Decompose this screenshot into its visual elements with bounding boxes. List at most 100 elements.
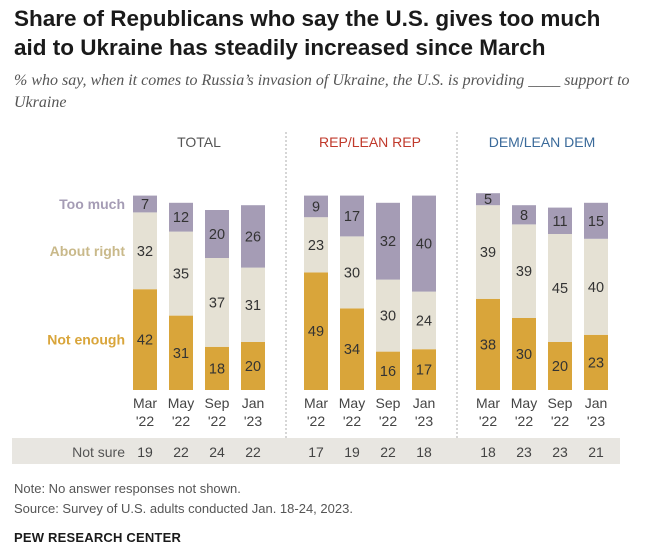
not-sure-band [12, 438, 620, 464]
data-label-dem-3-about-right: 40 [588, 280, 604, 296]
bar-total-3-about-right [241, 267, 265, 342]
data-label-total-2-too-much: 20 [209, 227, 225, 243]
not-sure-value-rep-0: 17 [308, 444, 324, 460]
tick-label-total-3-year: '23 [244, 413, 262, 429]
data-label-total-1-not-enough: 31 [173, 346, 189, 362]
data-label-rep-3-about-right: 24 [416, 313, 432, 329]
tick-label-total-2-month: Sep [205, 395, 230, 411]
bar-dem-0-too-much [476, 193, 500, 206]
tick-label-dem-1-year: '22 [515, 413, 533, 429]
data-label-rep-2-too-much: 32 [380, 234, 396, 250]
bar-rep-3-too-much [412, 195, 436, 292]
data-label-dem-1-too-much: 8 [520, 208, 528, 224]
series-label-about-right: About right [50, 243, 126, 259]
data-label-rep-1-about-right: 30 [344, 265, 360, 281]
data-label-dem-3-too-much: 15 [588, 214, 604, 230]
group-header-total: TOTAL [177, 134, 221, 150]
bar-total-1-not-enough [169, 315, 193, 390]
chart-subtitle: % who say, when it comes to Russia’s inv… [14, 72, 630, 111]
bar-rep-1-too-much [340, 195, 364, 237]
not-sure-value-rep-3: 18 [416, 444, 432, 460]
tick-label-rep-0-year: '22 [307, 413, 325, 429]
bar-total-0-not-enough [133, 289, 157, 390]
not-sure-value-rep-2: 22 [380, 444, 396, 460]
tick-label-dem-0-month: Mar [476, 395, 500, 411]
data-label-total-0-about-right: 32 [137, 244, 153, 260]
bar-rep-1-not-enough [340, 308, 364, 390]
bar-total-0-about-right [133, 212, 157, 290]
tick-label-rep-2-year: '22 [379, 413, 397, 429]
bar-rep-0-about-right [304, 217, 328, 273]
chart-source: Source: Survey of U.S. adults conducted … [14, 501, 353, 516]
bar-rep-0-not-enough [304, 272, 328, 390]
bar-rep-2-not-enough [376, 351, 400, 390]
not-sure-value-dem-1: 23 [516, 444, 532, 460]
tick-label-total-1-year: '22 [172, 413, 190, 429]
not-sure-value-total-0: 19 [137, 444, 153, 460]
data-label-total-2-not-enough: 18 [209, 361, 225, 377]
bar-total-2-not-enough [205, 346, 229, 390]
tick-label-total-2-year: '22 [208, 413, 226, 429]
group-header-rep: REP/LEAN REP [319, 134, 421, 150]
data-label-rep-0-about-right: 23 [308, 238, 324, 254]
data-label-dem-0-too-much: 5 [484, 192, 492, 208]
bar-rep-2-too-much [376, 202, 400, 280]
group-header-dem: DEM/LEAN DEM [489, 134, 596, 150]
data-label-total-3-not-enough: 20 [245, 359, 261, 375]
tick-label-dem-1-month: May [511, 395, 537, 411]
data-label-total-0-not-enough: 42 [137, 333, 153, 349]
data-label-rep-2-not-enough: 16 [380, 364, 396, 380]
tick-label-dem-0-year: '22 [479, 413, 497, 429]
tick-label-total-3-month: Jan [242, 395, 265, 411]
tick-label-total-0-month: Mar [133, 395, 157, 411]
bar-total-2-too-much [205, 210, 229, 258]
tick-label-rep-0-month: Mar [304, 395, 328, 411]
not-sure-value-dem-0: 18 [480, 444, 496, 460]
bar-dem-0-about-right [476, 205, 500, 299]
data-label-dem-2-too-much: 11 [552, 214, 567, 230]
not-sure-value-total-3: 22 [245, 444, 261, 460]
series-label-not-enough: Not enough [47, 332, 125, 348]
data-label-rep-0-not-enough: 49 [308, 324, 324, 340]
tick-label-dem-2-month: Sep [548, 395, 573, 411]
bar-dem-3-too-much [584, 202, 608, 239]
not-sure-value-dem-3: 21 [588, 444, 604, 460]
tick-label-rep-1-month: May [339, 395, 365, 411]
not-sure-value-rep-1: 19 [344, 444, 360, 460]
data-label-dem-2-not-enough: 20 [552, 359, 568, 375]
tick-label-rep-3-month: Jan [413, 395, 436, 411]
bar-total-0-too-much [133, 195, 157, 213]
data-label-dem-1-not-enough: 30 [516, 347, 532, 363]
not-sure-label: Not sure [72, 444, 125, 460]
data-label-total-3-too-much: 26 [245, 229, 261, 245]
bar-dem-1-about-right [512, 224, 536, 318]
tick-label-rep-2-month: Sep [376, 395, 401, 411]
tick-label-rep-3-year: '23 [415, 413, 433, 429]
brand-logo-text: PEW RESEARCH CENTER [14, 530, 182, 545]
tick-label-dem-3-month: Jan [585, 395, 608, 411]
data-label-dem-0-about-right: 39 [480, 245, 496, 261]
bar-dem-1-not-enough [512, 318, 536, 390]
bar-rep-2-about-right [376, 279, 400, 352]
bar-total-2-about-right [205, 258, 229, 347]
bar-dem-3-about-right [584, 238, 608, 335]
not-sure-value-dem-2: 23 [552, 444, 568, 460]
data-label-total-1-too-much: 12 [173, 210, 189, 226]
data-label-rep-2-about-right: 30 [380, 309, 396, 325]
data-label-rep-0-too-much: 9 [312, 199, 320, 215]
data-label-dem-3-not-enough: 23 [588, 355, 604, 371]
stacked-bar-chart: Not sure Too much About right Not enough TOT… [12, 132, 620, 464]
data-label-dem-0-not-enough: 38 [480, 337, 496, 353]
tick-label-rep-1-year: '22 [343, 413, 361, 429]
bar-dem-2-about-right [548, 234, 572, 342]
data-label-total-3-about-right: 31 [245, 298, 261, 314]
data-label-rep-1-not-enough: 34 [344, 342, 360, 358]
tick-label-dem-3-year: '23 [587, 413, 605, 429]
chart-note: Note: No answer responses not shown. [14, 481, 241, 496]
bar-total-1-too-much [169, 202, 193, 232]
data-label-rep-3-not-enough: 17 [416, 363, 432, 379]
bar-total-3-too-much [241, 205, 265, 268]
bar-dem-1-too-much [512, 205, 536, 225]
bar-rep-3-about-right [412, 291, 436, 350]
data-label-rep-3-too-much: 40 [416, 237, 432, 253]
